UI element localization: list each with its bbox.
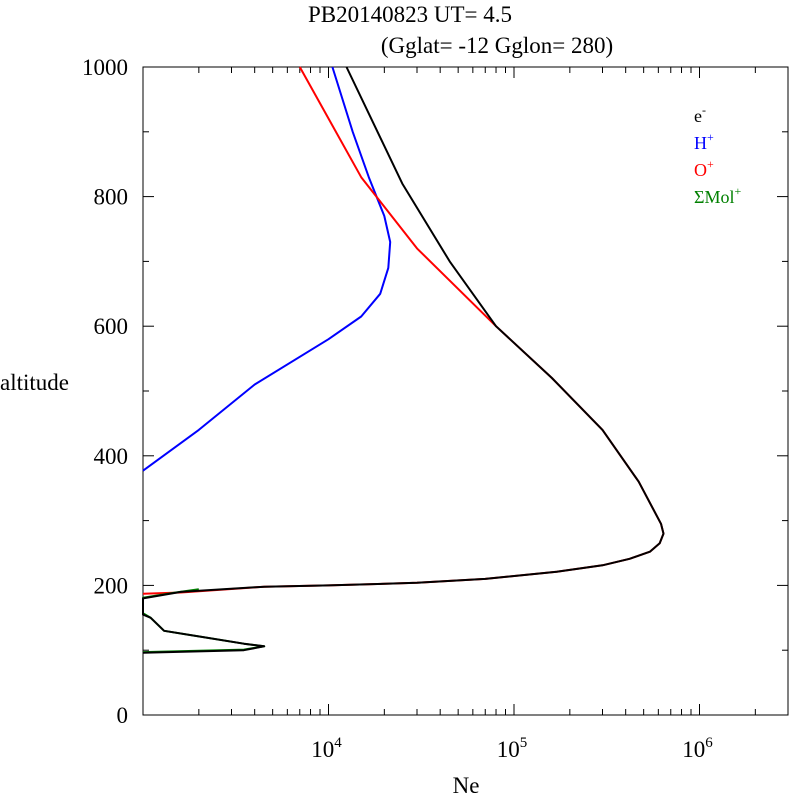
series-line xyxy=(142,66,392,472)
series-line xyxy=(142,66,665,595)
legend-entry: e- xyxy=(694,103,706,126)
series-line xyxy=(142,66,665,654)
y-tick-label: 800 xyxy=(94,185,129,210)
x-tick-label: 105 xyxy=(497,735,528,762)
y-tick-label: 0 xyxy=(117,703,129,728)
series-line xyxy=(142,588,266,654)
legend-entry: O+ xyxy=(694,157,714,180)
y-tick-label: 400 xyxy=(94,444,129,469)
y-axis: 0 200 400 600 800 1000 xyxy=(82,55,788,728)
plot-frame xyxy=(142,66,789,716)
x-axis-label: Ne xyxy=(453,773,480,796)
y-tick-label: 600 xyxy=(94,314,129,339)
chart-subtitle: (Gglat= -12 Gglon= 280) xyxy=(381,33,613,58)
x-tick-label: 104 xyxy=(311,735,342,762)
legend-entry: H+ xyxy=(694,130,714,153)
y-tick-label: 200 xyxy=(94,573,129,598)
y-axis-label: altitude xyxy=(0,370,69,395)
x-tick-label: 106 xyxy=(682,735,713,762)
x-axis: 104 105 106 xyxy=(142,67,789,762)
series-lines xyxy=(142,66,665,654)
legend-entry: ΣMol+ xyxy=(694,184,741,207)
y-tick-label: 1000 xyxy=(82,55,128,80)
legend: e- H+ O+ ΣMol+ xyxy=(694,103,741,207)
chart-title: PB20140823 UT= 4.5 xyxy=(308,2,512,27)
